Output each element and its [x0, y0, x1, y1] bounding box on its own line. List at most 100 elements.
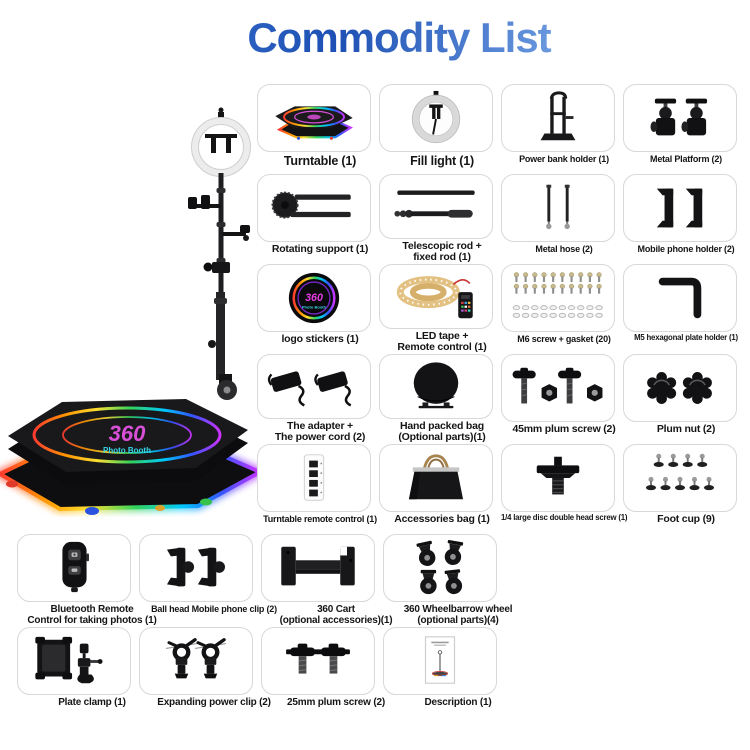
item-label: Hand packed bag (Optional parts)(1)	[398, 419, 486, 444]
item-label: Power bank holder (1)	[519, 154, 609, 164]
led-tape-icon	[396, 276, 473, 319]
item-label: Fill light (1)	[410, 154, 474, 168]
accessories-bag-image	[379, 444, 493, 512]
plum-screw-25-image	[261, 627, 375, 695]
phone-holder-icon	[656, 188, 703, 228]
item-fill-light: Fill light (1)	[379, 84, 493, 174]
item-label: Description (1)	[424, 697, 492, 708]
plate-clamp-image	[17, 627, 131, 695]
item-45mm-plum-screw: 45mm plum screw (2)	[501, 354, 616, 444]
item-wheelbarrow-wheel: 360 Wheelbarrow wheel (optional parts)(4…	[383, 534, 513, 627]
item-m5-hex-key: M5 hexagonal plate holder (1)	[623, 264, 738, 354]
item-description: Description (1)	[383, 627, 497, 720]
logo-sticker-icon: 360 Photo Booth	[288, 272, 340, 324]
item-label: Metal Platform (2)	[650, 154, 722, 164]
item-label: Expanding power clip (2)	[157, 697, 271, 708]
foot-cup-image	[623, 444, 737, 512]
turntable-icon	[275, 106, 353, 140]
metal-hose-icon	[546, 184, 570, 230]
power-bank-holder-icon	[540, 91, 576, 141]
item-led-tape: LED tape + Remote control (1)	[379, 264, 493, 354]
item-double-head-screw: 1/4 large disc double head screw (1)	[501, 444, 627, 534]
item-foot-cup: Foot cup (9)	[623, 444, 737, 534]
rotating-support-icon	[271, 191, 351, 219]
hero-logo-360: 360	[109, 421, 146, 446]
double-head-screw-image	[501, 444, 615, 512]
item-turntable-remote: Turntable remote control (1)	[257, 444, 377, 534]
components-grid-bottom: Bluetooth Remote Control for taking phot…	[17, 534, 513, 720]
m6-screw-gasket-image	[501, 264, 615, 332]
item-expanding-power-clip: Expanding power clip (2)	[139, 627, 271, 720]
item-label: Telescopic rod + fixed rod (1)	[402, 239, 482, 264]
mobile-phone-holder-image	[623, 174, 737, 242]
telescopic-rod-image	[379, 174, 493, 239]
page-title: Commodity List	[0, 14, 750, 62]
item-ball-head-phone-clip: Ball head Mobile phone clip (2)	[139, 534, 277, 627]
metal-hose-image	[501, 174, 615, 242]
wheelbarrow-wheel-image	[383, 534, 497, 602]
screws-gaskets-icon	[512, 271, 603, 318]
item-power-bank-holder: Power bank holder (1)	[501, 84, 615, 174]
item-label: Metal hose (2)	[535, 244, 593, 254]
item-label: Turntable remote control (1)	[263, 514, 377, 524]
item-plum-nut: Plum nut (2)	[623, 354, 737, 444]
plum-nut-icon	[646, 371, 713, 405]
double-head-screw-icon	[536, 456, 580, 495]
item-label: Accessories bag (1)	[394, 513, 490, 525]
rods-icon	[394, 190, 475, 218]
plate-clamp-icon	[35, 636, 103, 684]
item-label: LED tape + Remote control (1)	[397, 329, 487, 354]
item-label: 1/4 large disc double head screw (1)	[501, 513, 628, 522]
item-adapter-power-cord: The adapter + The power cord (2)	[257, 354, 371, 444]
item-label: M6 screw + gasket (20)	[517, 334, 611, 344]
item-mobile-phone-holder: Mobile phone holder (2)	[623, 174, 737, 264]
item-metal-hose: Metal hose (2)	[501, 174, 615, 264]
item-label: 360 Wheelbarrow wheel (optional parts)(4…	[403, 604, 513, 627]
item-label: 25mm plum screw (2)	[287, 697, 385, 708]
item-label: Plum nut (2)	[656, 423, 716, 435]
hand-packed-bag-image	[379, 354, 493, 419]
item-m6-screw-gasket: M6 screw + gasket (20)	[501, 264, 615, 354]
item-label: The adapter + The power cord (2)	[274, 419, 366, 444]
sticker-logo-360: 360	[305, 292, 323, 304]
bluetooth-remote-image	[17, 534, 131, 602]
item-telescopic-rod: Telescopic rod + fixed rod (1)	[379, 174, 493, 264]
item-plate-clamp: Plate clamp (1)	[17, 627, 131, 720]
plum-nut-image	[623, 354, 737, 422]
logo-stickers-image: 360 Photo Booth	[257, 264, 371, 332]
turntable-remote-image	[257, 444, 371, 512]
item-label: Ball head Mobile phone clip (2)	[151, 604, 277, 614]
foot-cup-icon	[645, 453, 715, 491]
item-label: M5 hexagonal plate holder (1)	[634, 333, 738, 342]
plum-screw-45-image	[501, 354, 615, 422]
m5-hex-key-image	[623, 264, 737, 332]
caster-wheel-icon	[415, 539, 464, 595]
item-label: logo stickers (1)	[281, 333, 359, 345]
sticker-logo-booth: Photo Booth	[302, 305, 327, 310]
item-rotating-support: Rotating support (1)	[257, 174, 371, 264]
item-label: Rotating support (1)	[271, 243, 369, 255]
power-clip-icon	[144, 632, 248, 690]
components-grid-top: Turntable (1) Fill light (1)	[257, 84, 738, 534]
fill-light-image	[379, 84, 493, 152]
rotating-support-image	[257, 174, 371, 242]
remote-control-icon	[303, 454, 325, 501]
power-bank-holder-image	[501, 84, 615, 152]
led-tape-image	[379, 264, 493, 329]
manual-icon	[424, 636, 456, 684]
item-accessories-bag: Accessories bag (1)	[379, 444, 493, 534]
item-label: 360 Cart (optional accessories)(1)	[279, 604, 393, 627]
product-hero-photo: 360 Photo Booth	[0, 107, 265, 515]
item-360-cart: 360 Cart (optional accessories)(1)	[261, 534, 393, 627]
item-logo-stickers: 360 Photo Booth logo stickers (1)	[257, 264, 371, 354]
short-plum-screw-icon	[285, 643, 351, 675]
adapter-power-cord-image	[257, 354, 371, 419]
item-metal-platform: Metal Platform (2)	[623, 84, 737, 174]
plum-screw-icon	[512, 367, 603, 404]
turntable-image	[257, 84, 371, 152]
item-label: Turntable (1)	[283, 154, 357, 168]
hero-logo-booth: Photo Booth	[103, 446, 151, 455]
ball-head-mount-icon	[650, 98, 708, 136]
briefcase-bag-icon	[408, 454, 464, 500]
